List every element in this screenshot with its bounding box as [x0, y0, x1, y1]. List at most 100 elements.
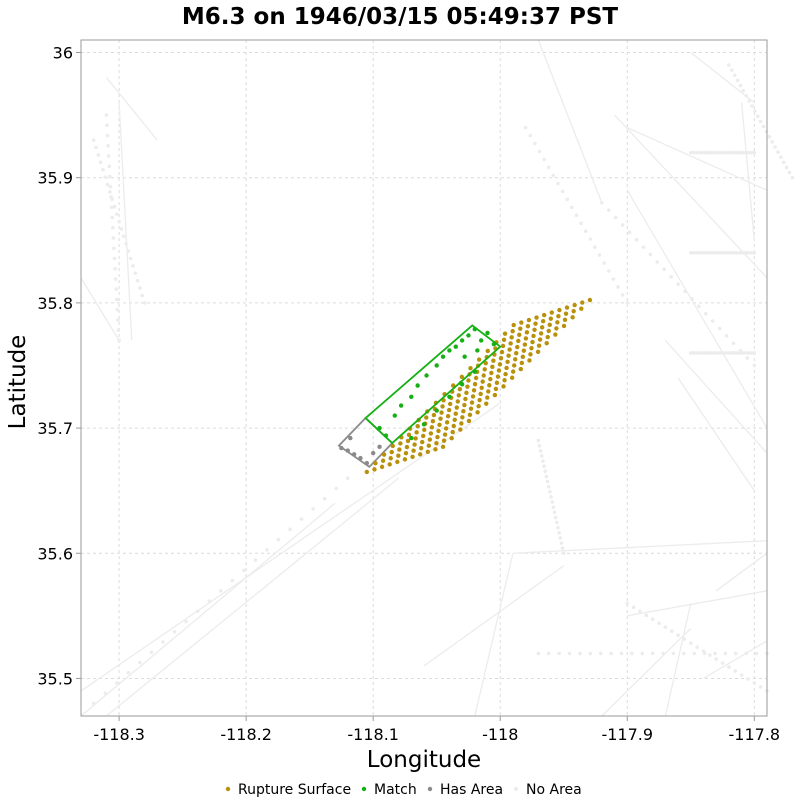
no-area-point: [752, 681, 757, 685]
no-area-point: [714, 150, 719, 155]
rupture-surface-point: [554, 326, 559, 331]
x-axis-ticks: -118.3 -118.2 -118.1 -118 -117.9 -117.8: [93, 716, 780, 744]
no-area-point: [288, 527, 292, 532]
no-area-point: [91, 701, 96, 706]
no-area-point: [731, 341, 736, 346]
no-area-point: [135, 278, 140, 283]
rupture-surface-point: [373, 461, 378, 466]
no-area-point: [184, 619, 188, 624]
rupture-surface-point: [454, 405, 459, 410]
rupture-surface-point: [464, 390, 469, 395]
rupture-surface-point: [430, 418, 436, 424]
rupture-surface-point: [562, 317, 568, 322]
no-area-point: [107, 164, 112, 169]
no-area-point: [752, 251, 757, 255]
rupture-surface-point: [516, 338, 521, 344]
rupture-surface-point: [505, 359, 510, 365]
no-area-point: [113, 277, 118, 281]
rupture-surface-point: [545, 334, 550, 340]
rupture-surface-point: [563, 311, 569, 316]
no-area-point: [609, 651, 613, 656]
no-area-point: [709, 251, 713, 255]
rupture-surface-point: [519, 320, 524, 325]
no-area-point: [108, 190, 112, 194]
no-area-point: [691, 351, 696, 355]
no-area-point: [545, 479, 550, 484]
no-area-point: [740, 150, 745, 155]
no-area-point: [648, 252, 653, 257]
rupture-surface-point: [449, 436, 454, 441]
no-area-point: [761, 124, 766, 129]
no-area-point: [720, 351, 725, 355]
rupture-surface-point: [502, 331, 508, 336]
x-tick-label: -118.3: [93, 725, 145, 744]
no-area-point: [638, 609, 642, 614]
rupture-surface-point: [508, 341, 513, 346]
no-area-point: [556, 525, 560, 530]
no-area-point: [108, 174, 112, 179]
rupture-surface-point: [571, 308, 576, 314]
no-area-point: [105, 123, 109, 128]
rupture-surface-point: [434, 441, 439, 446]
rupture-surface-point: [536, 343, 542, 348]
rupture-surface-point: [440, 404, 445, 409]
rupture-surface-point: [446, 407, 452, 413]
rupture-surface-point: [513, 357, 518, 362]
rupture-surface-point: [490, 364, 495, 370]
no-area-point: [655, 260, 660, 264]
no-area-point: [743, 251, 748, 255]
rupture-surface-point: [410, 454, 415, 460]
rupture-surface-point: [533, 321, 538, 326]
rupture-surface-point: [483, 361, 488, 366]
rupture-surface-point: [426, 443, 432, 448]
no-area-point: [727, 665, 731, 669]
rupture-surface-point: [422, 427, 427, 433]
no-area-point: [720, 251, 725, 255]
rupture-surface-point: [438, 416, 443, 421]
no-area-layer: [80, 39, 795, 717]
no-area-point: [230, 578, 235, 583]
rupture-surface-point: [372, 467, 377, 472]
rupture-surface-point: [468, 366, 473, 371]
no-area-point: [116, 328, 121, 333]
no-area-point: [682, 651, 686, 656]
no-area-point: [752, 363, 757, 368]
no-area-fault-line: [474, 553, 514, 717]
no-area-point: [546, 484, 551, 489]
no-area-point: [115, 307, 120, 312]
rupture-surface-point: [405, 438, 411, 444]
has-area-point: [364, 460, 370, 466]
legend-label: Match: [374, 782, 417, 798]
rupture-surface-point: [451, 423, 456, 429]
no-area-point: [712, 351, 716, 355]
rupture-surface-point: [364, 469, 370, 475]
no-area-point: [112, 246, 116, 251]
rupture-surface-point: [519, 360, 525, 366]
no-area-point: [101, 167, 105, 172]
rupture-surface-point: [452, 417, 457, 423]
legend-marker: [513, 786, 519, 792]
no-area-point: [712, 150, 716, 155]
rupture-surface-point: [486, 389, 491, 394]
rupture-surface-point: [522, 342, 528, 347]
no-area-fault-line: [626, 189, 768, 429]
rupture-surface-point: [437, 422, 442, 428]
no-area-point: [657, 621, 661, 626]
no-area-fault-line: [703, 640, 768, 680]
no-area-point: [758, 685, 763, 689]
x-tick-label: -118.2: [220, 725, 272, 744]
match-point: [478, 338, 484, 343]
rupture-surface-point: [441, 438, 447, 443]
no-area-point: [709, 150, 713, 155]
rupture-surface-point: [530, 339, 535, 345]
no-area-point: [644, 613, 649, 618]
rupture-surface-point: [488, 376, 493, 382]
no-area-point: [688, 251, 693, 255]
no-area-point: [117, 338, 121, 343]
no-area-point: [110, 225, 115, 230]
no-area-point: [322, 496, 327, 501]
match-point: [459, 382, 465, 387]
rupture-surface-point: [436, 428, 441, 434]
rupture-surface-point: [504, 365, 509, 371]
rupture-surface-point: [457, 386, 463, 392]
